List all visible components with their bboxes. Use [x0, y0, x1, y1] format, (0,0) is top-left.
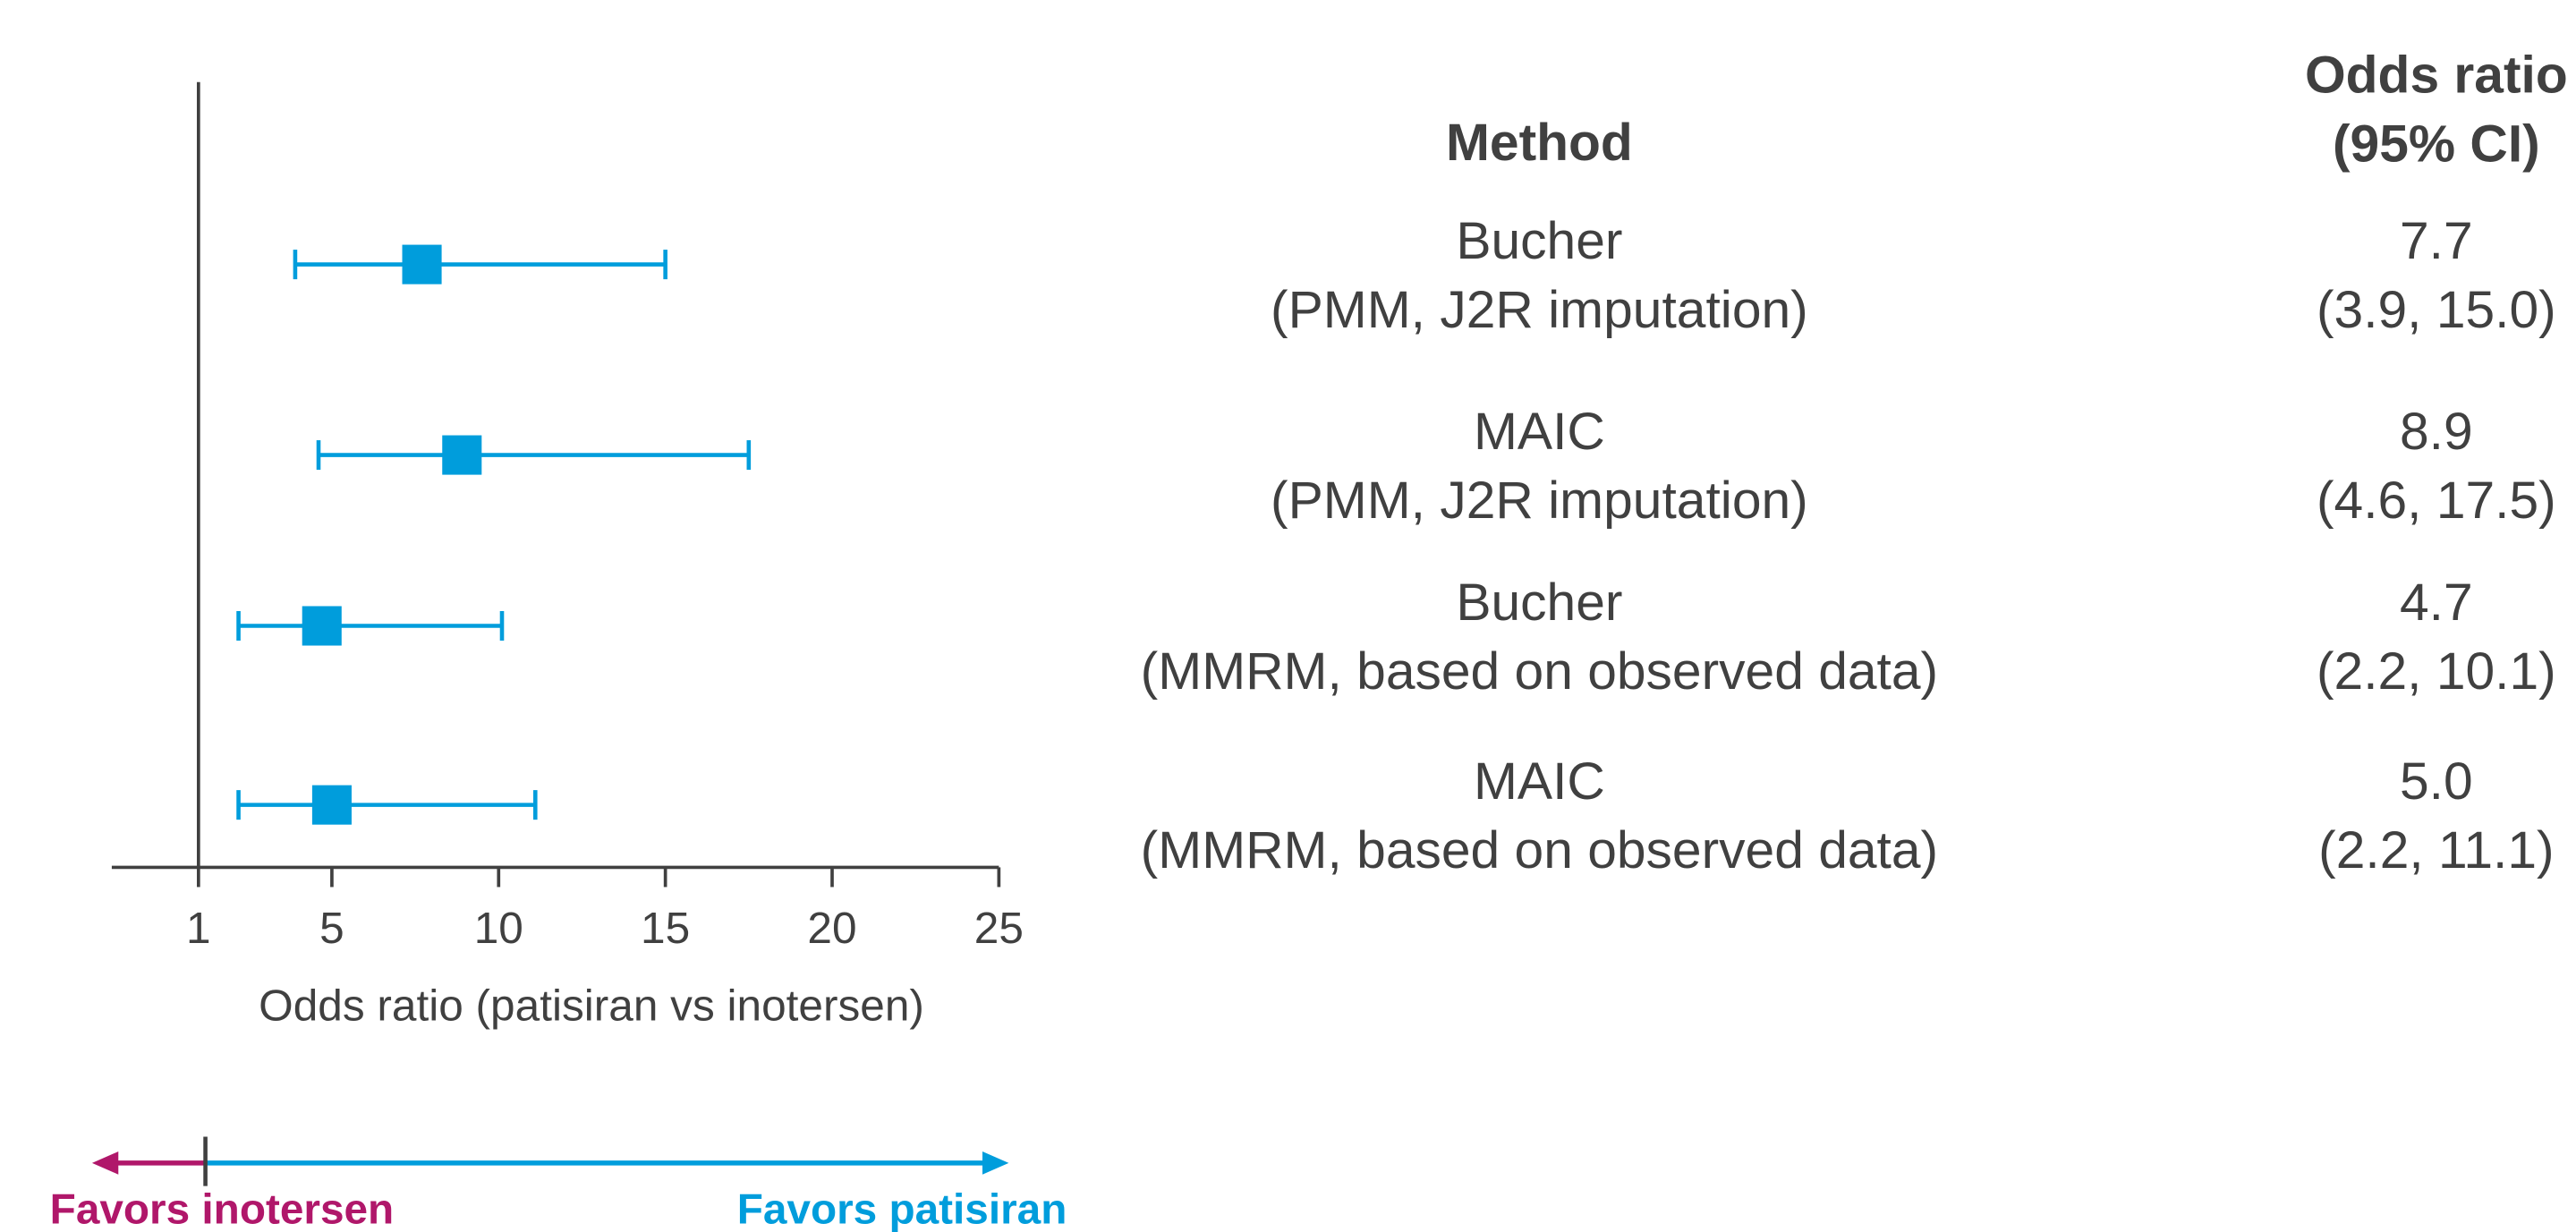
x-tick-label: 25 — [974, 903, 1024, 953]
x-tick-label: 10 — [474, 903, 523, 953]
method-name: Bucher — [1456, 212, 1622, 270]
method-detail: (MMRM, based on observed data) — [1141, 642, 1938, 701]
x-tick-label: 15 — [641, 903, 690, 953]
estimate-marker — [402, 244, 442, 285]
ci-label: (4.6, 17.5) — [2317, 472, 2556, 530]
method-name: MAIC — [1474, 403, 1605, 461]
x-tick-label: 1 — [186, 903, 211, 953]
estimate-marker — [442, 435, 482, 475]
estimate-label: 7.7 — [2400, 212, 2473, 270]
estimate-header: (95% CI) — [2333, 115, 2540, 174]
favors-left-arrowhead — [91, 1151, 119, 1175]
favors-left-label: Favors inotersen — [50, 1186, 395, 1232]
estimate-label: 4.7 — [2400, 574, 2473, 632]
method-name: Bucher — [1456, 574, 1622, 632]
estimate-label: 8.9 — [2400, 403, 2473, 461]
favors-right-label: Favors patisiran — [737, 1186, 1067, 1232]
x-axis-label: Odds ratio (patisiran vs inotersen) — [259, 980, 924, 1030]
favors-right-arrowhead — [982, 1151, 1009, 1175]
ci-label: (3.9, 15.0) — [2317, 281, 2556, 339]
method-name: MAIC — [1474, 752, 1605, 811]
method-header: Method — [1446, 114, 1633, 172]
estimate-label: 5.0 — [2400, 752, 2473, 811]
estimate-header: Odds ratio — [2305, 47, 2568, 105]
method-detail: (PMM, J2R imputation) — [1271, 281, 1808, 339]
ci-label: (2.2, 11.1) — [2318, 821, 2554, 879]
x-tick-label: 20 — [807, 903, 856, 953]
method-detail: (PMM, J2R imputation) — [1271, 472, 1808, 530]
x-tick-label: 5 — [319, 903, 344, 953]
estimate-marker — [311, 785, 352, 825]
ci-label: (2.2, 10.1) — [2317, 642, 2556, 701]
method-detail: (MMRM, based on observed data) — [1141, 821, 1938, 879]
estimate-marker — [302, 606, 342, 646]
